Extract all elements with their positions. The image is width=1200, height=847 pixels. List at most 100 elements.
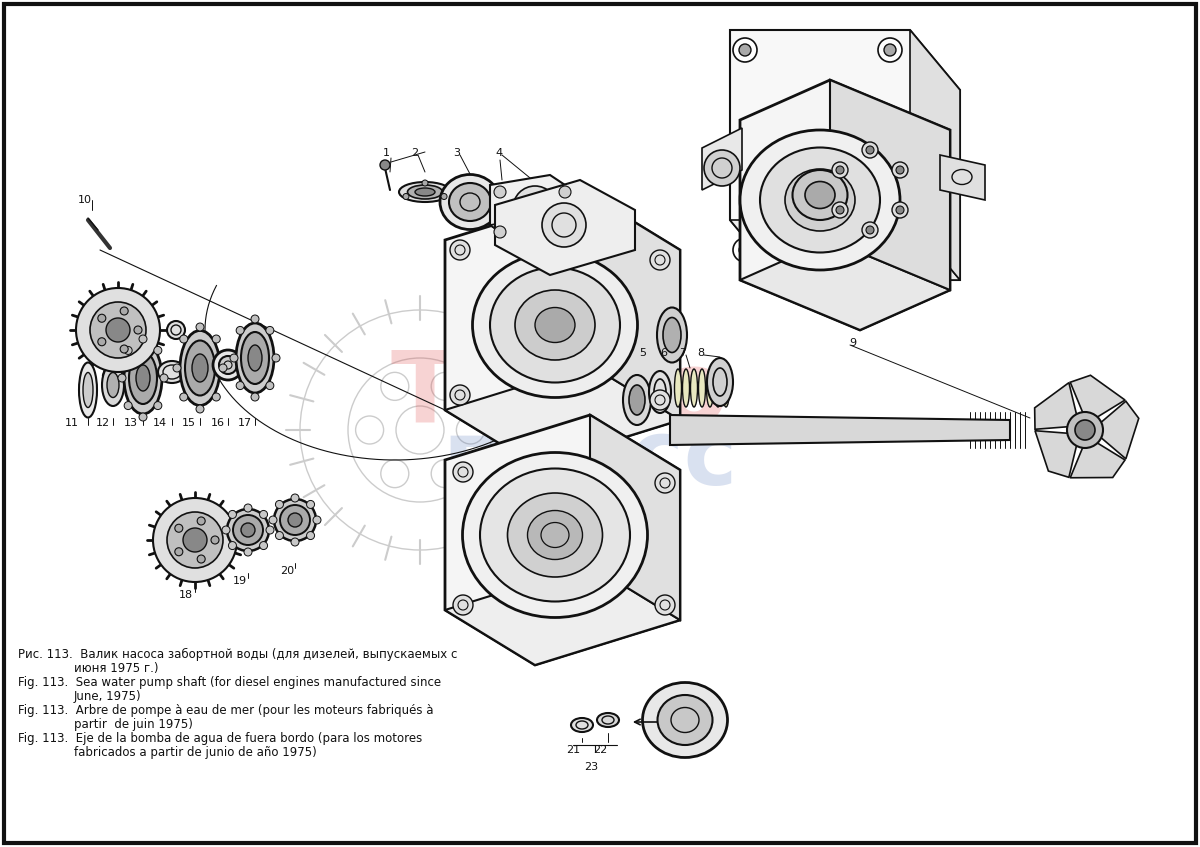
Circle shape	[173, 364, 181, 372]
Text: 15: 15	[182, 418, 196, 428]
Circle shape	[313, 516, 322, 524]
Ellipse shape	[236, 323, 274, 393]
Circle shape	[180, 393, 187, 401]
Text: 8: 8	[697, 348, 704, 358]
Circle shape	[896, 166, 904, 174]
Ellipse shape	[98, 338, 106, 346]
Ellipse shape	[134, 326, 142, 334]
Ellipse shape	[462, 452, 648, 617]
Ellipse shape	[136, 365, 150, 391]
Ellipse shape	[805, 181, 835, 208]
Ellipse shape	[83, 373, 94, 407]
Ellipse shape	[440, 174, 500, 230]
Text: Рис. 113.  Валик насоса забортной воды (для дизелей, выпускаемых с: Рис. 113. Валик насоса забортной воды (д…	[18, 648, 457, 662]
Text: 18: 18	[179, 590, 193, 600]
Circle shape	[836, 206, 844, 214]
Circle shape	[450, 385, 470, 405]
Circle shape	[832, 202, 848, 218]
Circle shape	[244, 548, 252, 556]
Circle shape	[272, 354, 280, 362]
Ellipse shape	[197, 517, 205, 525]
Text: пресс: пресс	[443, 416, 738, 504]
Polygon shape	[1070, 375, 1126, 420]
Polygon shape	[590, 415, 680, 620]
Ellipse shape	[130, 352, 157, 404]
Circle shape	[276, 501, 283, 508]
Text: 7: 7	[679, 348, 686, 358]
Text: Техно: Техно	[391, 346, 730, 444]
Polygon shape	[740, 80, 950, 330]
Ellipse shape	[662, 318, 682, 352]
Text: 22: 22	[593, 745, 607, 755]
Ellipse shape	[674, 369, 682, 407]
Ellipse shape	[740, 130, 900, 270]
Text: Fig. 113.  Arbre de pompe à eau de mer (pour les moteurs fabriqués à: Fig. 113. Arbre de pompe à eau de mer (p…	[18, 704, 433, 717]
Circle shape	[836, 166, 844, 174]
Circle shape	[154, 498, 238, 582]
Circle shape	[276, 532, 283, 540]
Circle shape	[118, 374, 126, 382]
Ellipse shape	[175, 548, 182, 556]
Text: июня 1975 г.): июня 1975 г.)	[74, 662, 158, 675]
Polygon shape	[702, 128, 742, 190]
Ellipse shape	[98, 314, 106, 322]
Circle shape	[733, 238, 757, 262]
Circle shape	[1075, 420, 1096, 440]
Circle shape	[542, 203, 586, 247]
Ellipse shape	[658, 695, 713, 745]
Ellipse shape	[707, 358, 733, 406]
Circle shape	[878, 38, 902, 62]
Text: 6: 6	[660, 348, 667, 358]
Ellipse shape	[274, 499, 316, 541]
Ellipse shape	[642, 683, 727, 757]
Text: 13: 13	[124, 418, 138, 428]
Circle shape	[269, 516, 277, 524]
Text: 2: 2	[412, 148, 419, 158]
Ellipse shape	[508, 493, 602, 577]
Ellipse shape	[515, 290, 595, 360]
Polygon shape	[590, 195, 680, 420]
Circle shape	[739, 44, 751, 56]
Ellipse shape	[760, 147, 880, 252]
Ellipse shape	[449, 183, 491, 221]
Polygon shape	[445, 195, 680, 465]
Ellipse shape	[120, 307, 128, 315]
Ellipse shape	[124, 342, 162, 414]
Circle shape	[212, 335, 221, 343]
Circle shape	[403, 193, 409, 200]
Circle shape	[266, 382, 274, 390]
Circle shape	[180, 335, 187, 343]
Ellipse shape	[571, 718, 593, 732]
Ellipse shape	[805, 186, 835, 213]
Ellipse shape	[192, 354, 208, 382]
Polygon shape	[496, 180, 635, 275]
Ellipse shape	[211, 536, 220, 544]
Circle shape	[866, 226, 874, 234]
Circle shape	[862, 142, 878, 158]
Ellipse shape	[528, 511, 582, 560]
Ellipse shape	[227, 509, 269, 551]
Circle shape	[236, 326, 244, 335]
Polygon shape	[1070, 440, 1126, 478]
Circle shape	[655, 473, 674, 493]
Ellipse shape	[415, 188, 436, 196]
Circle shape	[878, 238, 902, 262]
Ellipse shape	[398, 182, 451, 202]
Ellipse shape	[792, 170, 847, 220]
Circle shape	[422, 180, 428, 186]
Ellipse shape	[785, 169, 854, 231]
Text: 12: 12	[96, 418, 110, 428]
Circle shape	[454, 462, 473, 482]
Circle shape	[655, 595, 674, 615]
Text: 11: 11	[65, 418, 79, 428]
Circle shape	[222, 526, 230, 534]
Ellipse shape	[180, 330, 220, 406]
Polygon shape	[1097, 401, 1139, 459]
Circle shape	[266, 326, 274, 335]
Circle shape	[139, 413, 148, 421]
Polygon shape	[670, 415, 1010, 445]
Circle shape	[292, 494, 299, 502]
Ellipse shape	[683, 369, 690, 407]
Text: 20: 20	[280, 566, 294, 576]
Circle shape	[650, 250, 670, 270]
